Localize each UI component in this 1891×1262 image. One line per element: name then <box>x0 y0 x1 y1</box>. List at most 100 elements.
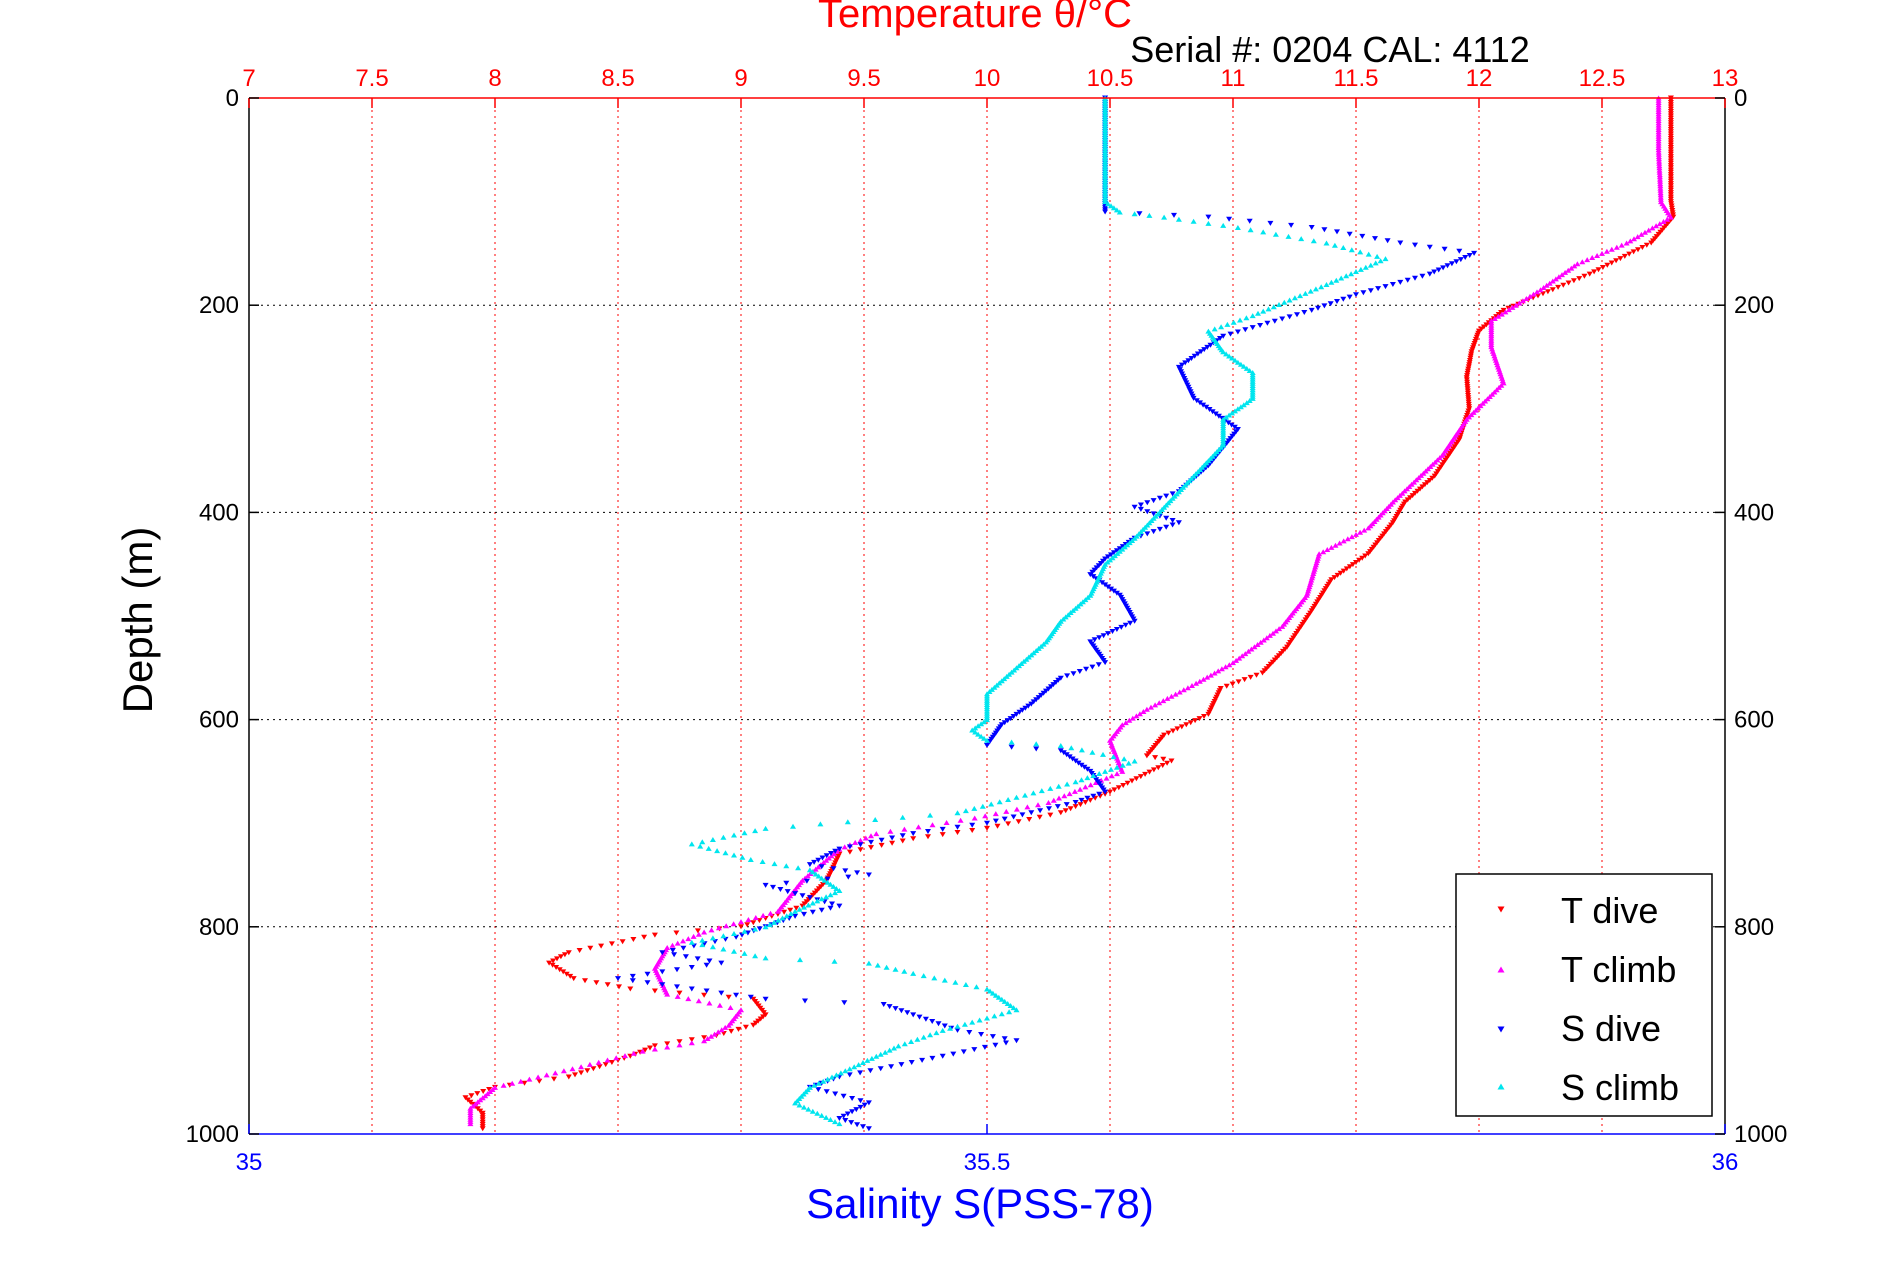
data-point-s-climb <box>991 684 998 690</box>
data-point-t-dive <box>1581 273 1588 279</box>
data-point-s-dive <box>861 1102 868 1108</box>
data-point-s-dive <box>1150 511 1157 517</box>
data-point-s-dive <box>992 1042 999 1048</box>
data-point-t-dive <box>627 986 634 992</box>
data-point-t-dive <box>561 952 568 958</box>
data-point-t-dive <box>1111 787 1118 793</box>
data-point-s-climb <box>1084 594 1091 600</box>
data-point-t-climb <box>1436 455 1443 461</box>
data-point-s-climb <box>920 973 927 979</box>
data-point-t-climb <box>1156 700 1163 706</box>
data-point-s-dive <box>1096 635 1103 641</box>
data-point-s-dive <box>1010 714 1017 719</box>
data-point-t-dive <box>954 830 961 835</box>
data-point-t-climb <box>715 925 722 931</box>
data-point-t-climb <box>1645 227 1652 233</box>
data-point-t-climb <box>1108 773 1115 779</box>
data-point-s-dive <box>828 851 834 856</box>
data-point-s-climb <box>836 888 843 893</box>
data-point-s-climb <box>762 955 769 961</box>
data-point-s-climb <box>1340 245 1347 250</box>
data-point-t-climb <box>841 844 848 850</box>
data-point-t-dive <box>1635 247 1641 253</box>
data-point-t-dive <box>1115 785 1122 791</box>
data-point-s-dive <box>857 842 864 848</box>
data-point-t-climb <box>716 1002 723 1008</box>
data-point-s-climb <box>1072 605 1079 611</box>
data-point-t-dive <box>474 1091 481 1097</box>
data-point-t-climb <box>1555 274 1562 280</box>
data-point-s-climb <box>824 1076 831 1082</box>
data-point-s-climb <box>1357 266 1364 272</box>
data-point-s-dive <box>1076 669 1083 674</box>
data-point-s-dive <box>1321 303 1328 309</box>
data-point-t-dive <box>1555 284 1562 290</box>
data-point-s-climb <box>1108 203 1114 209</box>
data-point-t-dive <box>1560 282 1567 288</box>
data-point-t-dive <box>1164 760 1171 766</box>
data-point-s-dive <box>1091 637 1098 643</box>
data-point-s-climb <box>709 837 716 842</box>
data-point-s-dive <box>1054 804 1061 810</box>
data-point-s-dive <box>680 945 687 951</box>
data-point-s-climb <box>1105 201 1111 207</box>
data-point-s-dive <box>1078 762 1085 768</box>
data-point-t-dive <box>1608 260 1615 266</box>
data-point-t-climb <box>1509 304 1516 310</box>
data-point-s-dive <box>832 848 839 854</box>
data-point-t-climb <box>1599 250 1605 256</box>
data-point-t-dive <box>647 1045 653 1051</box>
data-point-s-climb <box>1068 745 1075 751</box>
data-point-s-dive <box>1022 705 1029 711</box>
data-point-s-dive <box>1203 404 1210 410</box>
data-point-t-dive <box>1062 808 1069 814</box>
data-point-t-dive <box>590 1066 597 1072</box>
data-point-s-climb <box>1362 264 1369 270</box>
data-point-s-dive <box>854 870 861 876</box>
data-point-t-climb <box>552 1070 559 1076</box>
data-point-s-climb <box>832 890 838 896</box>
data-point-t-dive <box>480 1089 487 1094</box>
data-point-s-dive <box>1113 627 1120 632</box>
data-point-t-dive <box>1223 683 1230 689</box>
data-point-s-dive <box>818 864 825 870</box>
data-point-s-climb <box>801 1104 807 1110</box>
data-point-t-climb <box>1226 662 1233 668</box>
data-point-s-climb <box>731 832 737 838</box>
data-point-s-climb <box>688 841 695 847</box>
data-point-s-climb <box>1211 326 1218 332</box>
data-point-t-climb <box>1035 802 1041 808</box>
data-point-s-dive <box>1028 810 1035 816</box>
data-point-t-dive <box>1160 756 1167 762</box>
data-point-s-dive <box>1033 746 1040 752</box>
data-point-t-climb <box>1119 768 1126 774</box>
data-point-t-climb <box>1613 244 1620 250</box>
data-point-s-dive <box>865 872 872 878</box>
data-point-s-climb <box>846 1066 853 1072</box>
data-point-t-climb <box>1608 246 1615 252</box>
data-point-s-climb <box>1004 1001 1011 1006</box>
data-point-s-dive <box>1382 284 1389 290</box>
data-point-t-climb <box>1270 630 1276 636</box>
data-point-s-dive <box>827 905 834 911</box>
data-point-s-dive <box>1308 307 1315 313</box>
data-point-t-dive <box>619 939 626 945</box>
data-point-s-climb <box>1082 597 1089 603</box>
data-point-s-dive <box>1315 305 1321 311</box>
data-point-t-climb <box>1649 225 1656 231</box>
data-point-s-climb <box>1333 277 1340 283</box>
data-point-t-climb <box>1148 704 1154 710</box>
data-point-s-dive <box>857 1070 864 1076</box>
data-point-s-climb <box>1298 236 1305 242</box>
depth-tick-label-right: 400 <box>1734 499 1774 526</box>
data-point-s-climb <box>978 733 985 739</box>
data-point-t-dive <box>925 834 931 840</box>
data-point-t-climb <box>1562 269 1569 275</box>
data-point-t-dive <box>676 990 683 996</box>
data-point-s-climb <box>975 731 982 737</box>
data-point-s-climb <box>1365 251 1372 257</box>
data-point-s-dive <box>1242 327 1249 333</box>
data-point-t-climb <box>862 835 869 841</box>
data-point-t-dive <box>602 1062 609 1068</box>
data-point-s-dive <box>1105 631 1111 637</box>
